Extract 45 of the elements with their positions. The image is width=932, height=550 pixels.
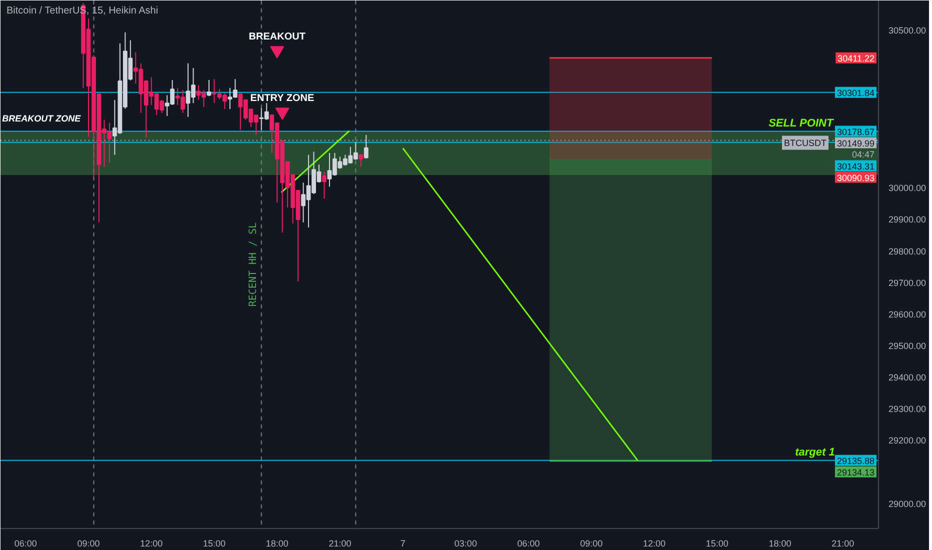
annotation: SELL POINT — [768, 117, 834, 130]
ref-line-label: 29135.88 — [836, 456, 875, 466]
candlestick — [206, 80, 212, 97]
x-tick-label: 18:00 — [266, 538, 288, 548]
x-tick-label: 06:00 — [14, 538, 37, 548]
y-tick-label: 29300.00 — [888, 404, 926, 414]
ref-line-label: 30178.67 — [836, 126, 875, 137]
x-tick-label: 15:00 — [202, 538, 226, 548]
annotation: BREAKOUT — [248, 31, 306, 42]
x-tick-label: 21:00 — [832, 538, 854, 548]
y-tick-label: 29400.00 — [888, 372, 926, 383]
y-tick-label: 29700.00 — [888, 278, 926, 288]
x-tick-label: 21:00 — [328, 538, 352, 548]
candlestick — [364, 134, 368, 160]
x-tick-label: 12:00 — [140, 538, 163, 548]
ref-line-label: 30301.84 — [836, 88, 875, 98]
x-tick-label: 09:00 — [77, 538, 100, 548]
annotation: 29134.13 — [836, 467, 875, 478]
y-tick-label: 29800.00 — [888, 246, 926, 256]
y-tick-label: 29900.00 — [888, 214, 926, 225]
annotation: RECENT HH / SL — [248, 222, 259, 307]
ref-line-label: 30143.31 — [836, 161, 875, 172]
annotation: BTCUSDT — [784, 138, 827, 148]
annotation: ENTRY ZONE — [250, 92, 315, 104]
y-tick-label: 29200.00 — [888, 436, 926, 446]
x-tick-label: 18:00 — [768, 538, 792, 548]
ref-line-label: 30149.99 — [836, 138, 875, 148]
annotation: BREAKOUT ZONE — [2, 113, 82, 124]
candlestick — [358, 154, 364, 168]
y-tick-label: 29600.00 — [888, 309, 926, 320]
x-tick-label: 03:00 — [454, 538, 477, 548]
x-tick-label: 09:00 — [580, 538, 603, 548]
x-tick-label: 7 — [400, 538, 406, 548]
y-tick-label: 30000.00 — [888, 183, 926, 194]
y-tick-label: 30500.00 — [888, 25, 926, 36]
annotation: 04:47 — [852, 149, 875, 160]
annotation: target 1 — [795, 446, 835, 458]
annotation: 30411.22 — [838, 53, 875, 64]
x-tick-label: 06:00 — [517, 538, 540, 548]
candlestick — [322, 171, 326, 200]
annotation: 30090.93 — [836, 172, 875, 183]
x-tick-label: 15:00 — [706, 538, 728, 548]
x-tick-label: 12:00 — [643, 538, 666, 548]
y-tick-label: 29000.00 — [888, 498, 926, 509]
y-tick-label: 29500.00 — [888, 340, 926, 351]
